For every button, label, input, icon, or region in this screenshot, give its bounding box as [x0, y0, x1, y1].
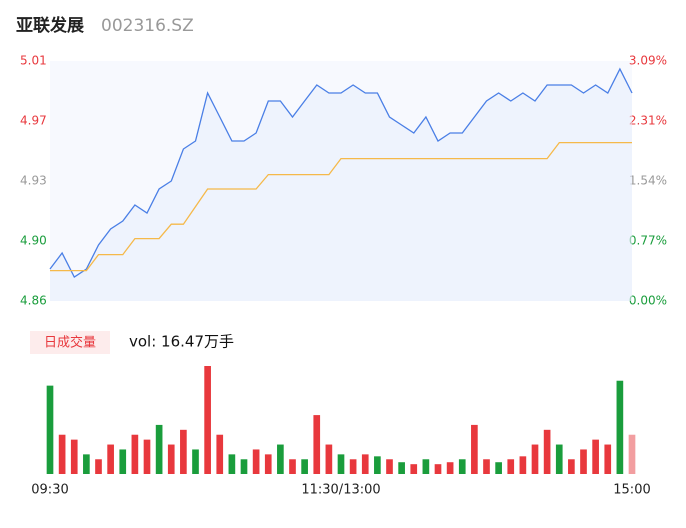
- volume-bar: [386, 459, 393, 474]
- volume-bar: [155, 424, 163, 474]
- y2-tick-label: 1.54%: [629, 174, 667, 188]
- volume-button-label[interactable]: 日成交量: [44, 335, 96, 351]
- average-line: [50, 141, 632, 272]
- volume-bar: [143, 439, 151, 474]
- volume-bar: [483, 459, 490, 474]
- volume-bar: [446, 462, 454, 474]
- volume-bar: [313, 415, 321, 474]
- volume-bar: [422, 459, 430, 474]
- price-area: [50, 69, 632, 301]
- volume-bar: [277, 444, 284, 474]
- volume-bar: [495, 462, 502, 474]
- y-tick-label: 4.90: [20, 234, 47, 248]
- volume-bar: [192, 449, 199, 474]
- y2-tick-label: 3.09%: [629, 54, 667, 68]
- volume-bar: [568, 459, 575, 474]
- volume-bar: [289, 459, 296, 474]
- stock-name: 亚联发展: [16, 15, 84, 36]
- volume-button[interactable]: [30, 331, 110, 354]
- volume-bar: [167, 444, 175, 474]
- volume-bar: [301, 459, 308, 474]
- volume-bar: [458, 459, 466, 474]
- volume-bar: [519, 456, 527, 474]
- volume-bar: [616, 380, 624, 474]
- volume-bar: [70, 439, 78, 474]
- volume-bar: [58, 434, 66, 474]
- volume-bar: [216, 434, 224, 474]
- volume-bar: [180, 429, 187, 474]
- y-tick-label: 4.93: [20, 174, 47, 188]
- volume-bar: [604, 444, 612, 474]
- volume-bar: [228, 454, 236, 474]
- volume-bar: [325, 444, 333, 474]
- volume-bar: [507, 459, 515, 474]
- volume-bar: [471, 424, 478, 474]
- volume-bar: [398, 462, 405, 474]
- volume-bar: [119, 449, 127, 474]
- volume-bar: [361, 454, 369, 474]
- price-line: [49, 67, 633, 278]
- volume-bar: [434, 464, 442, 474]
- volume-bar: [131, 434, 139, 474]
- volume-bar: [83, 454, 90, 474]
- volume-bar: [337, 454, 345, 474]
- volume-bar: [349, 459, 357, 474]
- volume-bar: [252, 449, 260, 474]
- volume-bar: [410, 464, 418, 474]
- volume-summary: vol: 16.47万手: [129, 333, 234, 351]
- y2-tick-label: 2.31%: [629, 114, 667, 128]
- volume-bar: [95, 459, 102, 474]
- volume-bar: [46, 385, 54, 474]
- volume-bar: [531, 444, 539, 474]
- volume-bar: [592, 439, 599, 474]
- volume-bar: [628, 434, 636, 474]
- y-tick-label: 4.97: [20, 114, 47, 128]
- volume-bar: [204, 366, 211, 474]
- x-tick-label: 15:00: [613, 483, 650, 498]
- y-tick-label: 4.86: [20, 294, 47, 308]
- y2-tick-label: 0.00%: [629, 294, 667, 308]
- volume-bar: [240, 459, 248, 474]
- volume-bar: [580, 449, 587, 474]
- volume-bar: [374, 456, 381, 474]
- volume-bar: [555, 444, 563, 474]
- y2-tick-label: 0.77%: [629, 234, 667, 248]
- volume-bar: [264, 454, 272, 474]
- x-tick-label: 09:30: [31, 483, 68, 498]
- volume-bar: [107, 444, 114, 474]
- x-tick-label: 11:30/13:00: [301, 483, 380, 498]
- volume-bar: [543, 429, 551, 474]
- y-tick-label: 5.01: [20, 54, 47, 68]
- stock-code: 002316.SZ: [101, 16, 194, 36]
